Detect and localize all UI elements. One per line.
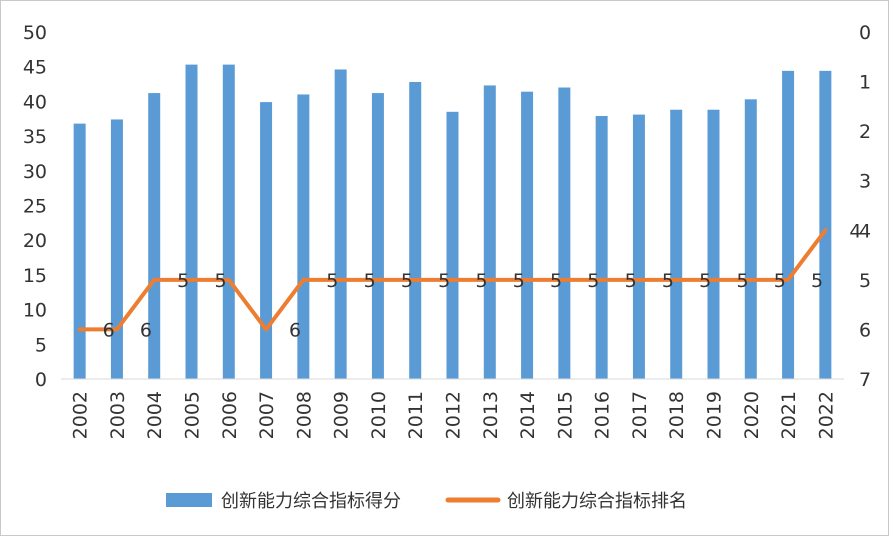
left-axis-tick-label: 35	[23, 126, 47, 148]
x-axis-tick-label: 2019	[704, 391, 726, 439]
rank-data-label: 5	[625, 270, 637, 292]
bar-2012	[446, 111, 459, 379]
x-axis-tick-label: 2007	[256, 391, 278, 439]
rank-data-label: 5	[736, 270, 748, 292]
bar-2006	[222, 64, 235, 380]
left-axis-tick-label: 0	[35, 369, 47, 391]
rank-data-label: 5	[475, 270, 487, 292]
rank-data-label: 5	[364, 270, 376, 292]
x-axis-tick-label: 2020	[741, 391, 763, 439]
right-axis-tick-label: 4	[859, 220, 871, 242]
rank-data-label: 5	[214, 270, 226, 292]
line-data-labels: 6 6 5 5 6 5 5 5 5 5 5 5 5 5 5 5 5 5 5 4	[103, 220, 862, 341]
left-axis-tick-label: 45	[23, 57, 47, 79]
left-axis-tick-label: 15	[23, 265, 47, 287]
x-axis-tick-label: 2017	[629, 391, 651, 439]
rank-data-label: 6	[289, 319, 301, 341]
bar-2022	[819, 70, 832, 379]
rank-data-label: 6	[103, 319, 115, 341]
rank-data-label: 5	[699, 270, 711, 292]
bar-2018	[670, 109, 683, 379]
bar-2016	[595, 115, 608, 379]
bar-2009	[334, 69, 347, 379]
left-axis-tick-label: 20	[23, 230, 47, 252]
left-axis: 0 5 10 15 20 25 30 35 40 45 50	[23, 22, 47, 391]
rank-data-label: 5	[811, 270, 823, 292]
rank-data-label: 4	[849, 220, 861, 242]
right-axis-tick-label: 3	[859, 171, 871, 193]
x-axis-tick-label: 2006	[219, 391, 241, 439]
rank-data-label: 5	[177, 270, 189, 292]
bar-2010	[371, 93, 384, 380]
legend-bar-swatch	[166, 493, 212, 507]
right-axis-tick-label: 5	[859, 270, 871, 292]
right-axis-tick-label: 1	[859, 72, 871, 94]
x-axis-tick-label: 2022	[815, 391, 837, 439]
rank-line	[77, 228, 828, 332]
right-axis-tick-label: 0	[859, 22, 871, 44]
bar-2002	[73, 123, 86, 379]
bar-series	[73, 64, 832, 380]
rank-data-label: 6	[140, 319, 152, 341]
left-axis-tick-label: 25	[23, 196, 47, 218]
legend-line-label: 创新能力综合指标排名	[507, 491, 687, 512]
x-axis-tick-label: 2003	[107, 391, 129, 439]
x-axis-tick-label: 2005	[182, 391, 204, 439]
x-axis-tick-label: 2012	[443, 391, 465, 439]
bar-2011	[409, 81, 422, 379]
bar-2015	[558, 87, 571, 380]
left-axis-tick-label: 40	[23, 91, 47, 113]
rank-data-label: 5	[774, 270, 786, 292]
x-axis: 2002 2003 2004 2005 2006 2007 2008 2009 2010 2011…	[70, 391, 838, 439]
left-axis-tick-label: 50	[23, 22, 47, 44]
bar-2021	[782, 70, 795, 379]
left-axis-tick-label: 30	[23, 161, 47, 183]
x-axis-tick-label: 2002	[70, 391, 92, 439]
left-axis-tick-label: 10	[23, 300, 47, 322]
line-series	[77, 228, 828, 332]
x-axis-tick-label: 2015	[554, 391, 576, 439]
right-axis-tick-label: 6	[859, 319, 871, 341]
bar-2003	[110, 119, 123, 379]
bar-2007	[260, 102, 273, 380]
x-axis-tick-label: 2014	[517, 391, 539, 439]
rank-data-label: 5	[326, 270, 338, 292]
bar-2014	[521, 91, 534, 380]
x-axis-tick-label: 2021	[778, 391, 800, 439]
rank-data-label: 5	[587, 270, 599, 292]
right-axis: 0 1 2 3 4 5 6 7	[859, 22, 871, 391]
x-axis-tick-label: 2018	[666, 391, 688, 439]
bar-2017	[632, 114, 645, 379]
x-axis-tick-label: 2011	[405, 391, 427, 439]
x-axis-tick-label: 2008	[293, 391, 315, 439]
bar-2013	[483, 85, 496, 380]
rank-data-label: 5	[662, 270, 674, 292]
x-axis-tick-label: 2004	[144, 391, 166, 439]
rank-data-label: 5	[550, 270, 562, 292]
legend: 创新能力综合指标得分 创新能力综合指标排名	[166, 491, 687, 512]
bar-2008	[297, 94, 310, 380]
bar-2020	[744, 99, 757, 380]
x-axis-tick-label: 2016	[592, 391, 614, 439]
rank-data-label: 5	[513, 270, 525, 292]
legend-bar-label: 创新能力综合指标得分	[221, 491, 401, 512]
bar-2005	[185, 64, 198, 380]
bar-2004	[148, 93, 161, 380]
x-axis-tick-label: 2009	[331, 391, 353, 439]
x-axis-tick-label: 2010	[368, 391, 390, 439]
right-axis-tick-label: 7	[859, 369, 871, 391]
rank-data-label: 5	[438, 270, 450, 292]
x-axis-tick-label: 2013	[480, 391, 502, 439]
rank-data-label: 5	[401, 270, 413, 292]
right-axis-tick-label: 2	[859, 121, 871, 143]
left-axis-tick-label: 5	[35, 334, 47, 356]
bar-2019	[707, 109, 720, 379]
